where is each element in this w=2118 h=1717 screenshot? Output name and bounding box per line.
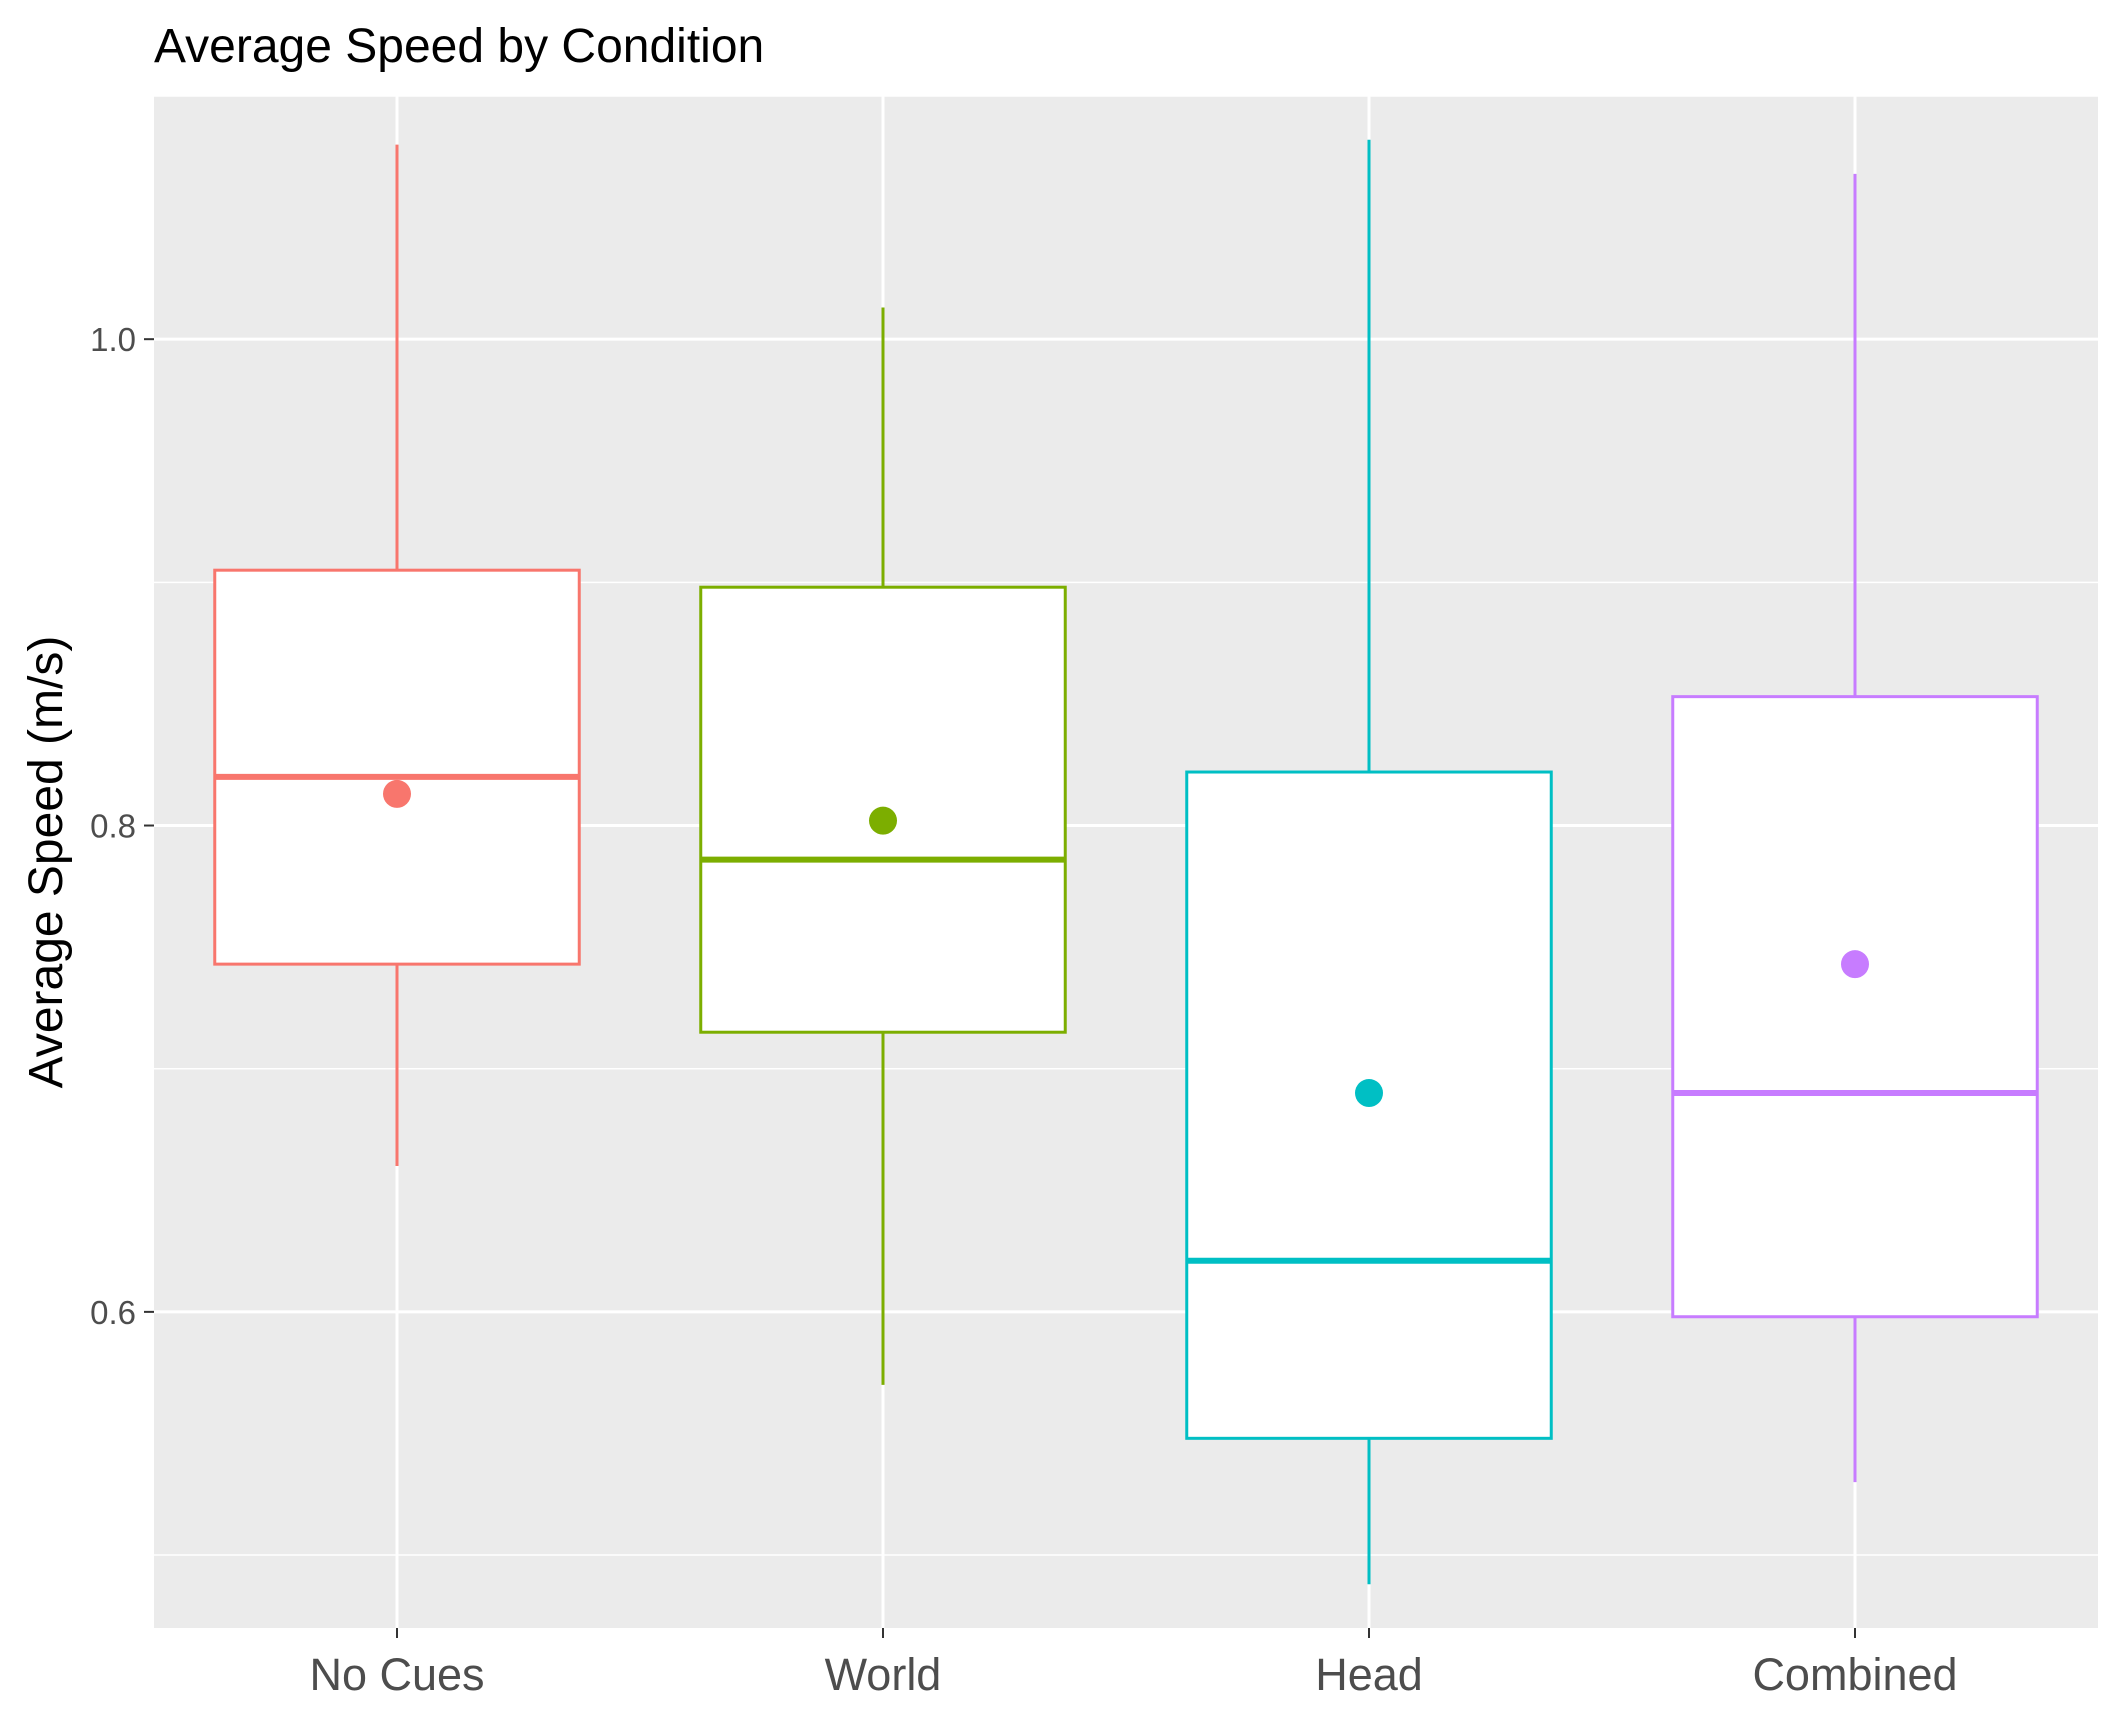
chart-title: Average Speed by Condition [154,20,764,73]
mean-point-world [869,806,897,835]
whiskers [395,139,1857,1585]
x-tick-label: No Cues [309,1649,484,1700]
x-tick-label: World [825,1649,942,1700]
y-tick-label: 0.6 [90,1294,136,1331]
x-tick-label: Head [1315,1649,1423,1700]
mean-points [383,779,1869,1108]
y-tick-label: 1.0 [90,321,136,358]
mean-point-combined [1841,950,1869,979]
axes: 0.6 0.8 1.0 No Cues World Head Combined [90,321,1957,1700]
box-no-cues [213,568,581,966]
box-combined [1671,695,2039,1319]
mean-point-head [1355,1079,1383,1108]
mean-point-no-cues [383,779,411,808]
y-tick-label: 0.8 [90,808,136,845]
y-axis-title: Average Speed (m/s) [20,636,73,1089]
x-tick-label: Combined [1752,1649,1957,1700]
